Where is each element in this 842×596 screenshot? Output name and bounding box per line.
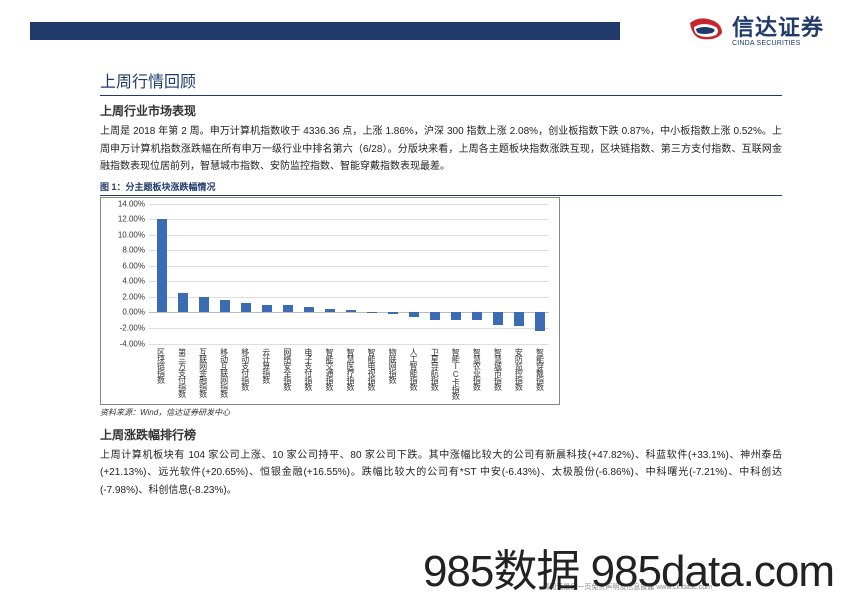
chart-bar	[367, 312, 377, 313]
section-paragraph-market: 上周是 2018 年第 2 周。申万计算机指数收于 4336.36 点，上涨 1…	[100, 123, 782, 176]
chart-bar	[535, 312, 545, 331]
chart-ytick-label: 14.00%	[107, 199, 145, 208]
chart-bar	[346, 310, 356, 312]
chart-bar	[514, 312, 524, 326]
chart-ytick-label: 12.00%	[107, 215, 145, 224]
chart-bar	[220, 300, 230, 312]
chart-xtick-label: 智慧城市指数	[493, 348, 503, 390]
logo-icon	[686, 13, 726, 45]
figure-caption: 图 1：分主题板块涨跌幅情况	[100, 180, 782, 196]
chart-ytick-label: 0.00%	[107, 308, 145, 317]
chart-gridline	[149, 328, 549, 329]
chart-ytick-label: 6.00%	[107, 261, 145, 270]
chart-bar	[409, 312, 419, 317]
chart-ytick-label: -2.00%	[107, 323, 145, 332]
brand-logo: 信达证券 CINDA SECURITIES	[686, 10, 824, 47]
header-accent-bar	[30, 22, 620, 40]
chart-xtick-label: 移动互联网指数	[220, 348, 230, 397]
chart-gridline	[149, 219, 549, 220]
chart-bar	[157, 219, 167, 312]
chart-xtick-label: 智慧医疗指数	[346, 348, 356, 390]
figure-source: 资料来源：Wind，信达证券研发中心	[100, 407, 782, 418]
bar-chart: -4.00% -2.00% 0.00% 2.00% 4.00% 6.00% 8.00% 10.…	[100, 197, 560, 405]
chart-ytick-label: -4.00%	[107, 339, 145, 348]
chart-xtick-label: 移动支付指数	[241, 348, 251, 390]
chart-bar	[262, 305, 272, 313]
chart-xtick-label: 互联网金融指数	[199, 348, 209, 397]
chart-xtick-label: 卫星导航指数	[430, 348, 440, 390]
section-paragraph-rank: 上周计算机板块有 104 家公司上涨、10 家公司持平、80 家公司下跌。其中涨…	[100, 447, 782, 500]
chart-xtick-label: 网络安全指数	[283, 348, 293, 390]
chart-xtick-label: 智能IC卡指数	[451, 348, 461, 399]
chart-xtick-label: 电子支付指数	[304, 348, 314, 390]
chart-bar	[388, 312, 398, 314]
chart-xtick-label: 物联网指数	[388, 348, 398, 383]
chart-ytick-label: 10.00%	[107, 230, 145, 239]
chart-ytick-label: 2.00%	[107, 292, 145, 301]
chart-gridline	[149, 235, 549, 236]
chart-bar	[472, 312, 482, 320]
chart-bar	[241, 303, 251, 312]
chart-xtick-label: 智慧农业指数	[472, 348, 482, 390]
chart-gridline	[149, 344, 549, 345]
chart-xtick-label: 云计算指数	[262, 348, 272, 383]
watermark-text: 985数据 985data.com	[423, 550, 842, 596]
page-content: 上周行情回顾 上周行业市场表现 上周是 2018 年第 2 周。申万计算机指数收…	[0, 60, 842, 499]
chart-xtick-label: 智能穿戴指数	[535, 348, 545, 390]
chart-bar	[430, 312, 440, 320]
chart-gridline	[149, 250, 549, 251]
section-heading-rank: 上周涨跌幅排行榜	[100, 426, 782, 443]
logo-text: 信达证券	[732, 10, 824, 42]
chart-bar	[283, 305, 293, 312]
chart-gridline	[149, 266, 549, 267]
logo-text-wrap: 信达证券 CINDA SECURITIES	[732, 10, 824, 47]
chart-gridline	[149, 297, 549, 298]
chart-xtick-label: 智能交通指数	[325, 348, 335, 390]
chart-gridline	[149, 281, 549, 282]
chart-xtick-label: 区块链指数	[157, 348, 167, 383]
chart-ytick-label: 8.00%	[107, 246, 145, 255]
chart-gridline	[149, 204, 549, 205]
chart-bar	[304, 307, 314, 312]
chart-xtick-label: 人工智能指数	[409, 348, 419, 390]
chart-bar	[199, 297, 209, 313]
chart-ytick-label: 4.00%	[107, 277, 145, 286]
chart-bar	[493, 312, 503, 324]
chart-plot-area	[149, 204, 549, 344]
section-heading-market: 上周行业市场表现	[100, 102, 782, 119]
chart-xtick-label: 智能电视指数	[367, 348, 377, 390]
chart-bar	[325, 309, 335, 313]
chart-xtick-label: 安防监控指数	[514, 348, 524, 390]
page-header: 信达证券 CINDA SECURITIES	[0, 0, 842, 60]
chart-xtick-label: 第三方支付指数	[178, 348, 188, 397]
chart-bar	[451, 312, 461, 320]
page-title: 上周行情回顾	[100, 68, 782, 96]
chart-bar	[178, 293, 188, 312]
chart-gridline	[149, 312, 549, 313]
